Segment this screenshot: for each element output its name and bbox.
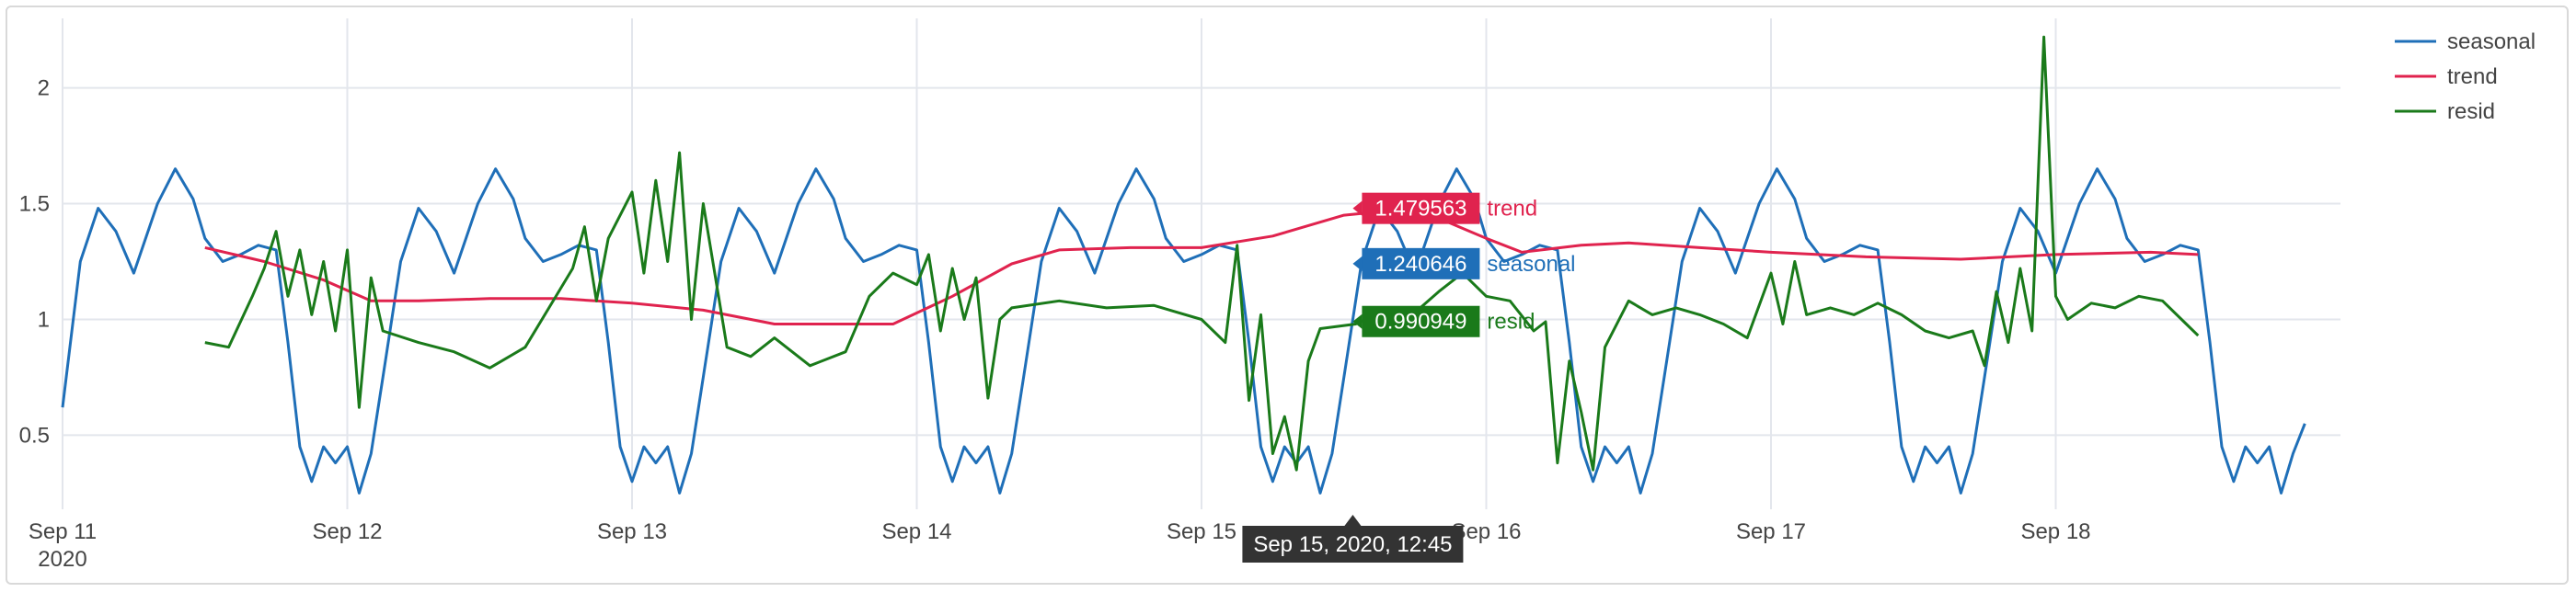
y-tick-label: 0.5 [19, 423, 50, 448]
hover-pointer [1352, 256, 1363, 271]
hover-value: 1.240646 [1374, 252, 1466, 277]
hover-x-pointer [1344, 515, 1362, 526]
series-line-trend [204, 207, 2199, 325]
hover-series-name: trend [1487, 197, 1537, 222]
legend-label: seasonal [2447, 29, 2536, 54]
hover-pointer [1352, 200, 1363, 216]
chart-frame: 0.5 1 1.5 2 Sep 11 2020 Sep 12 Sep 13 Sep 14 Sep… [6, 6, 2569, 585]
hover-value: 1.479563 [1374, 197, 1466, 222]
y-tick-label: 1.5 [19, 192, 50, 217]
series-lines [61, 35, 2306, 495]
x-tick-label: Sep 14 [881, 519, 951, 544]
x-tick-label: Sep 17 [1736, 519, 1806, 544]
x-tick-label: Sep 11 [29, 519, 97, 544]
legend[interactable]: seasonal trend resid [2395, 29, 2536, 124]
series-line-seasonal [61, 167, 2306, 495]
hover-box-resid [1362, 305, 1480, 337]
gridlines [62, 18, 2340, 509]
x-tick-label: Sep 15 [1167, 519, 1236, 544]
x-tick-label: Sep 12 [312, 519, 382, 544]
hover-pointer [1352, 313, 1363, 329]
hover-x-label: Sep 15, 2020, 12:45 [1253, 532, 1452, 557]
hover-series-name: seasonal [1487, 252, 1575, 277]
hover-series-name: resid [1487, 310, 1535, 335]
x-tick-label: Sep 18 [2020, 519, 2090, 544]
x-tick-sublabel: 2020 [38, 547, 86, 572]
hover-box-trend [1362, 192, 1480, 224]
legend-item-resid[interactable]: resid [2395, 99, 2495, 124]
legend-label: trend [2447, 64, 2498, 89]
y-tick-label: 1 [38, 307, 50, 332]
legend-label: resid [2447, 99, 2495, 124]
legend-item-seasonal[interactable]: seasonal [2395, 29, 2536, 54]
hover-x-box [1242, 526, 1464, 563]
y-axis-ticks: 0.5 1 1.5 2 [19, 76, 50, 449]
y-tick-label: 2 [38, 76, 50, 101]
hover-tooltips: 1.479563 trend 1.240646 seasonal 0.990949 res… [1242, 192, 1576, 563]
hover-box-seasonal [1362, 247, 1480, 279]
legend-item-trend[interactable]: trend [2395, 64, 2498, 89]
x-tick-label: Sep 13 [597, 519, 667, 544]
hover-value: 0.990949 [1374, 310, 1466, 335]
time-series-chart[interactable]: 0.5 1 1.5 2 Sep 11 2020 Sep 12 Sep 13 Sep 14 Sep… [7, 7, 2570, 586]
series-line-resid [204, 35, 2200, 472]
